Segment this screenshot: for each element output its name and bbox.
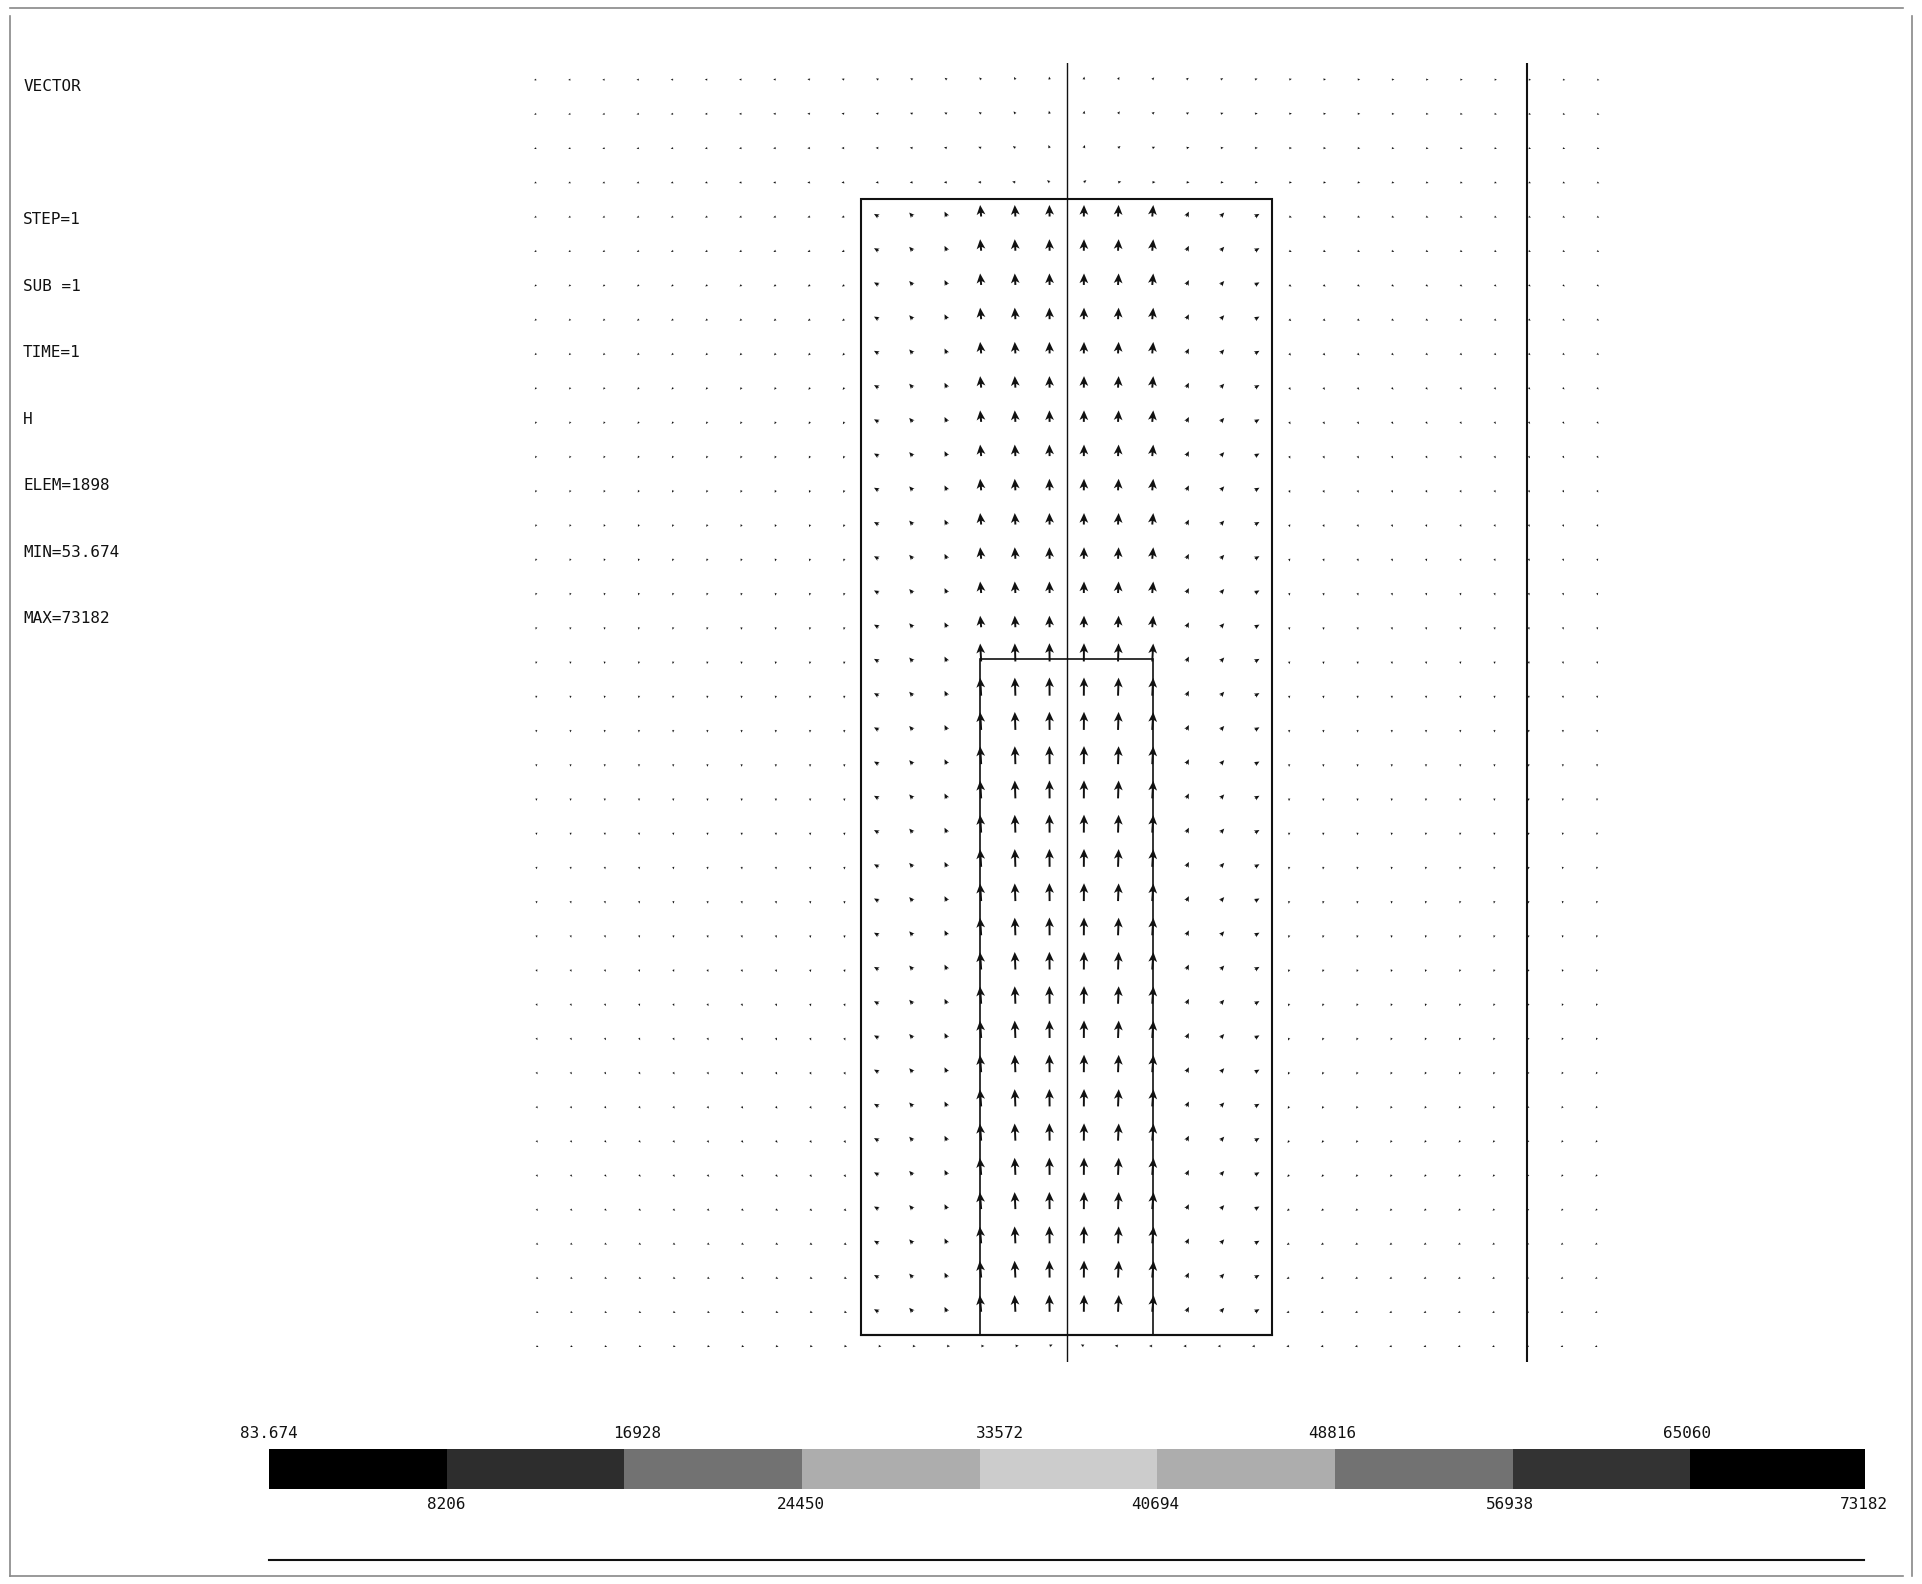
Text: 40694: 40694 (1132, 1497, 1180, 1511)
Text: 48816: 48816 (1309, 1427, 1357, 1441)
Text: ELEM=1898: ELEM=1898 (23, 478, 110, 493)
Bar (980, 659, 1153, 1335)
Text: VECTOR: VECTOR (23, 79, 81, 93)
Text: H: H (23, 412, 33, 426)
Text: 24450: 24450 (776, 1497, 825, 1511)
Text: 8206: 8206 (427, 1497, 465, 1511)
Text: 33572: 33572 (976, 1427, 1024, 1441)
Text: MAX=73182: MAX=73182 (23, 611, 110, 626)
Text: MIN=53.674: MIN=53.674 (23, 545, 119, 559)
Text: TIME=1: TIME=1 (23, 345, 81, 360)
Text: 16928: 16928 (613, 1427, 661, 1441)
Text: 73182: 73182 (1839, 1497, 1889, 1511)
Text: 65060: 65060 (1663, 1427, 1711, 1441)
Bar (269, 1449, 381, 1489)
Text: 56938: 56938 (1486, 1497, 1534, 1511)
Text: STEP=1: STEP=1 (23, 212, 81, 227)
Text: 83.674: 83.674 (240, 1427, 298, 1441)
Text: SUB =1: SUB =1 (23, 279, 81, 293)
Bar (861, 198, 1272, 1335)
Bar (1753, 1449, 1864, 1489)
